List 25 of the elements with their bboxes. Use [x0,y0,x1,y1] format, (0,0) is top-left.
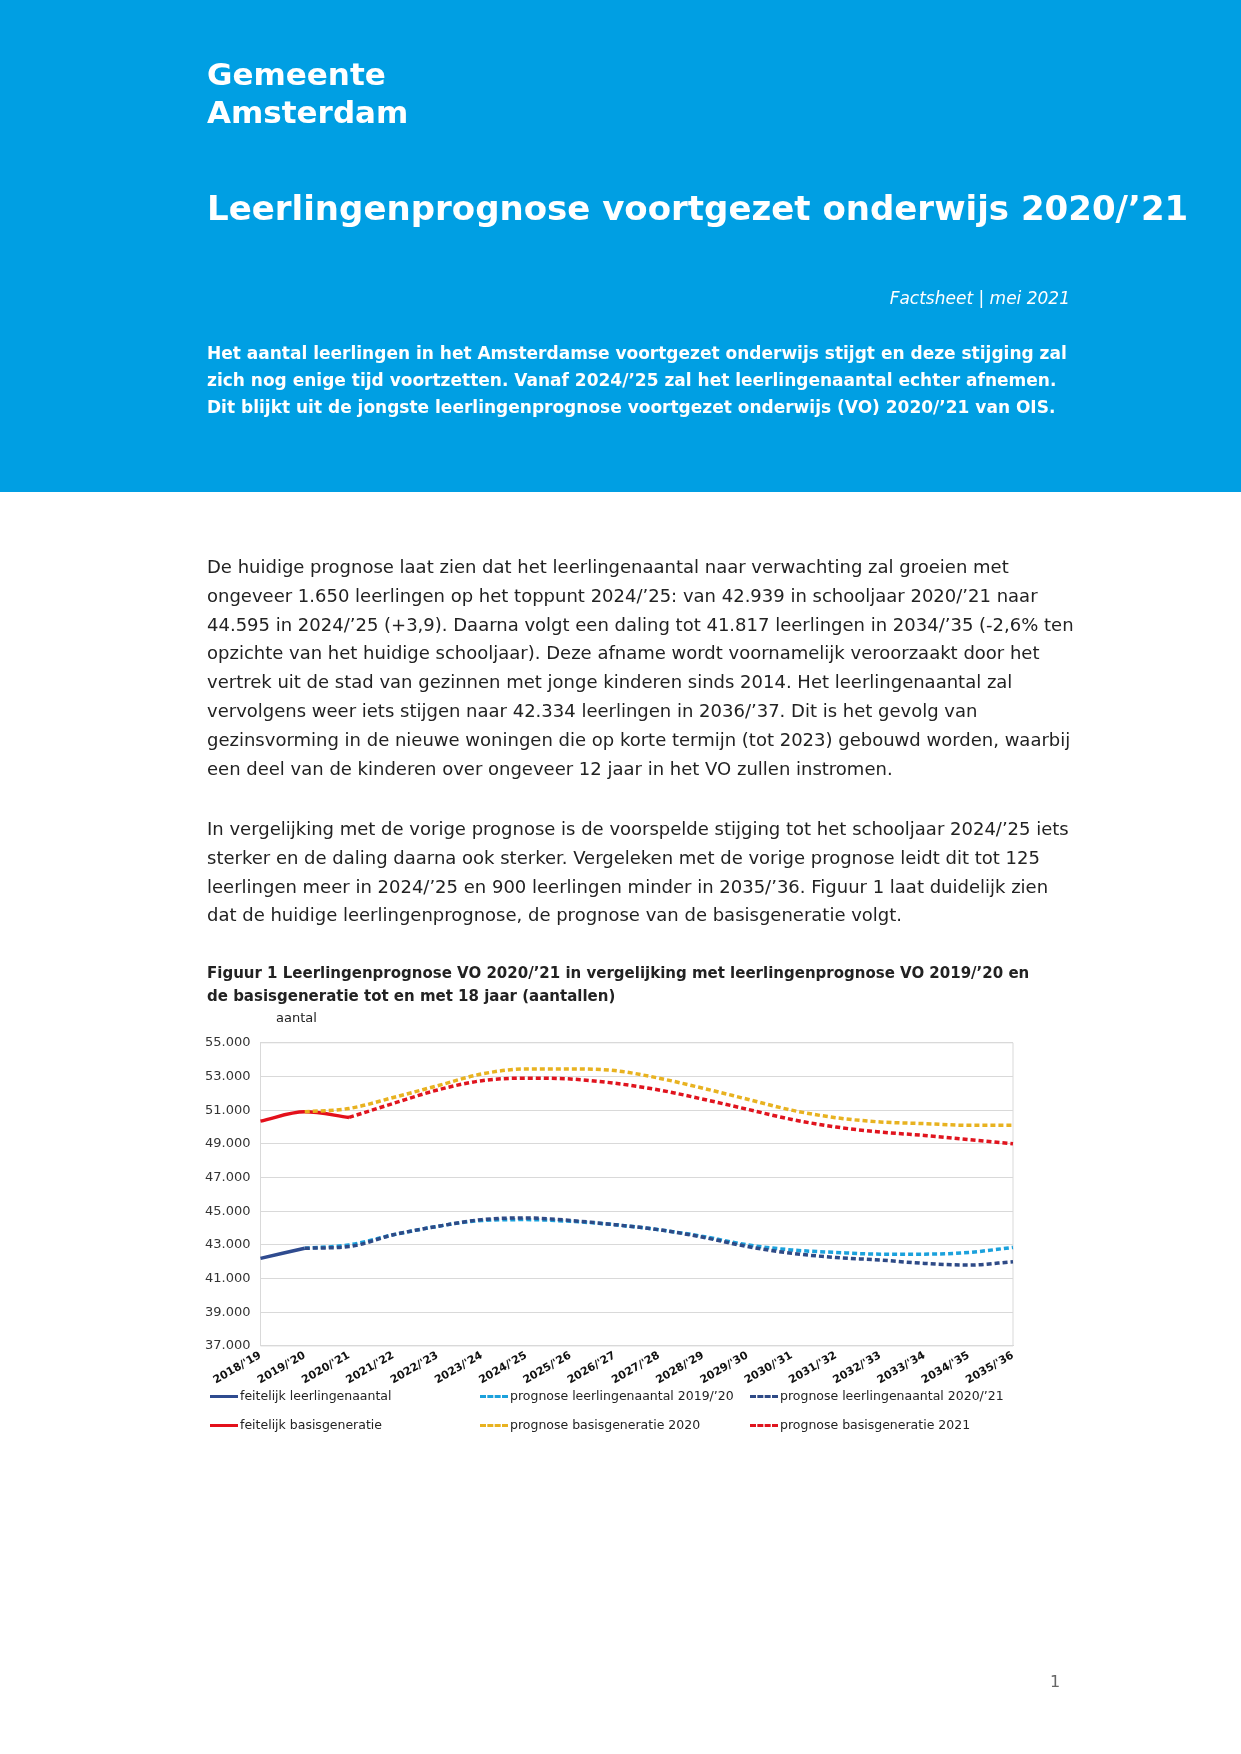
y-tick-label: 55.000 [204,1034,251,1050]
legend-label: prognose basisgeneratie 2020 [509,1417,702,1432]
y-tick-label: 49.000 [204,1135,251,1151]
y-tick-label: 45.000 [204,1202,251,1218]
legend-label: prognose leerlingenaantal 2020/’21 [779,1388,1005,1403]
text: Factsheet | mei 2021 [888,288,1070,308]
text: Leerlingenprognose voortgezet onderwijs 2020/’21 [207,188,1190,228]
legend-label: prognose leerlingenaantal 2019/’20 [509,1388,735,1403]
chart-title: Figuur 1 Leerlingenprognose VO 2020/’21 in vergelijking met leerlingenprognose VO 2019/’20 en de basisgeneratie tot en met 18 jaar (aantallen) [207,963,1031,1007]
legend-label: feitelijk leerlingenaantal [239,1388,393,1403]
text: Het aantal leerlingen in het Amsterdamse voortgezet onderwijs stijgt en deze stijging zal zich nog enige tijd voortzetten. Vanaf 2024/’25 zal het leerlingenaantal echter afnemen. Dit blijkt uit de jongste leerlingenprognose voortgezet onderwijs (VO) 2020/’21 van OIS. [207,342,1068,419]
y-tick-label: 41.000 [204,1269,251,1285]
y-tick-label: 51.000 [204,1101,251,1117]
y-tick-label: 47.000 [204,1168,251,1184]
legend-label: feitelijk basisgeneratie [239,1417,383,1432]
text: 1 [1050,1672,1061,1691]
text: Gemeente Amsterdam [207,55,410,131]
y-tick-label: 53.000 [204,1067,251,1083]
y-axis-title: aantal [276,1010,317,1025]
y-tick-label: 37.000 [204,1337,251,1353]
text: De huidige prognose laat zien dat het leerlingenaantal naar verwachting zal groeien met ongeveer 1.650 leerlingen op het toppunt 2024/’25: van 42.939 in schooljaar 2020/’21 naar 44.595 in 2024/’25 (+3,9). Daarna volgt een daling tot 41.817 leerlingen in 2034/’35 (-2,6% ten opzichte van het huidige schooljaar). Deze afname wordt voornamelijk veroorzaakt door het vertrek uit de stad van gezinnen met jonge kinderen sinds 2014. Het leerlingenaantal zal vervolgens weer iets stijgen naar 42.334 leerlingen in 2036/’37. Dit is het gevolg van gezinsvorming in de nieuwe woningen die op korte termijn (tot 2023) gebouwd worden, waarbij een deel van de kinderen over ongeveer 12 jaar in het VO zullen instromen. [207,555,1075,781]
y-tick-label: 39.000 [204,1303,251,1319]
legend-label: prognose basisgeneratie 2021 [779,1417,972,1432]
text: In vergelijking met de vorige prognose is de voorspelde stijging tot het schooljaar 2024/’25 iets sterker en de daling daarna ook sterker. Vergeleken met de vorige prognose leidt dit tot 125 leerlingen meer in 2024/’25 en 900 leerlingen minder in 2035/’36. Figuur 1 laat duidelijk zien dat de huidige leerlingenprognose, de prognose van de basisgeneratie volgt. [207,817,1070,928]
y-tick-label: 43.000 [204,1236,251,1252]
